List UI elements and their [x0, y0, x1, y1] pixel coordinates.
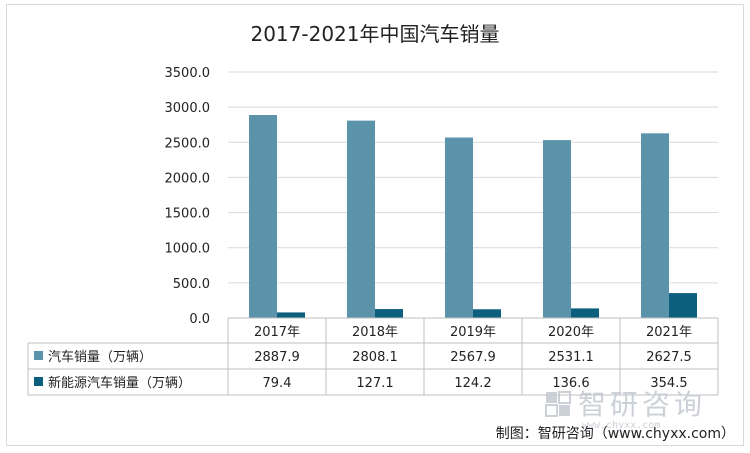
bar-auto-sales — [641, 133, 669, 318]
data-label: 127.1 — [356, 376, 393, 391]
y-tick-label: 0.0 — [189, 312, 210, 327]
bar-nev-sales — [473, 309, 501, 318]
data-label: 136.6 — [552, 376, 589, 391]
data-label: 2627.5 — [646, 350, 692, 365]
data-label: 2887.9 — [254, 350, 300, 365]
x-tick-label: 2017年 — [254, 325, 300, 340]
bar-auto-sales — [543, 140, 571, 318]
x-tick-label: 2021年 — [646, 325, 692, 340]
y-tick-label: 1000.0 — [165, 242, 211, 257]
bars — [249, 115, 697, 319]
y-tick-label: 2500.0 — [165, 136, 211, 151]
y-tick-label: 1500.0 — [165, 207, 211, 222]
bar-auto-sales — [249, 115, 277, 319]
data-label: 124.2 — [454, 376, 491, 391]
legend-label: 汽车销量（万辆） — [48, 349, 152, 365]
watermark: 智研咨询 www.chyxx.com — [545, 388, 706, 431]
bar-nev-sales — [571, 308, 599, 318]
y-tick-label: 2000.0 — [165, 171, 211, 186]
legend-swatch — [34, 377, 43, 386]
bar-nev-sales — [277, 312, 305, 318]
bar-nev-sales — [669, 293, 697, 318]
data-label: 354.5 — [650, 376, 687, 391]
x-tick-label: 2020年 — [548, 325, 594, 340]
watermark-url: www.chyxx.com — [582, 420, 660, 431]
bar-auto-sales — [445, 137, 473, 318]
watermark-text: 智研咨询 — [578, 388, 706, 421]
legend-label: 新能源汽车销量（万辆） — [48, 375, 191, 391]
y-tick-label: 500.0 — [173, 277, 210, 292]
x-tick-label: 2019年 — [450, 325, 496, 340]
y-axis-ticks: 0.0 500.0 1000.0 1500.0 2000.0 2500.0 3000.0 35… — [165, 66, 211, 327]
legend-swatch — [34, 351, 43, 360]
watermark-logo-icon — [545, 391, 571, 417]
data-label: 79.4 — [263, 376, 292, 391]
bar-auto-sales — [347, 120, 375, 319]
bar-nev-sales — [375, 309, 403, 318]
y-tick-label: 3500.0 — [165, 66, 211, 81]
source-credit: 制图：智研咨询（www.chyxx.com） — [496, 426, 735, 442]
data-label: 2808.1 — [352, 350, 398, 365]
x-tick-label: 2018年 — [352, 325, 398, 340]
data-label: 2531.1 — [548, 350, 594, 365]
y-tick-label: 3000.0 — [165, 101, 211, 116]
chart-title: 2017-2021年中国汽车销量 — [250, 22, 499, 46]
data-label: 2567.9 — [450, 350, 496, 365]
